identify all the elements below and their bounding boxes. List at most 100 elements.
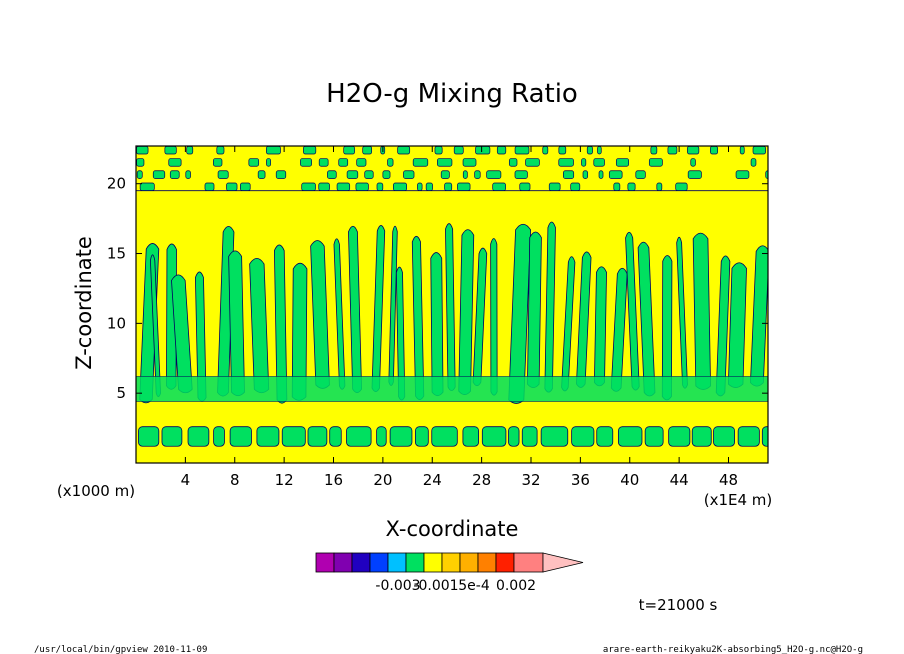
x-tick-label: 12: [275, 471, 294, 489]
upper-band-cell: [186, 146, 194, 155]
upper-band-cell: [336, 182, 351, 192]
surface-band-cell: [617, 426, 643, 447]
surface-band-cell: [668, 426, 691, 447]
upper-band-cell: [635, 170, 646, 179]
surface-band-cell: [713, 426, 735, 447]
y-axis: 5 10 15 20: [107, 175, 768, 402]
plume: [508, 223, 532, 404]
upper-band-cell: [570, 182, 581, 192]
surface-band-cell: [431, 426, 458, 447]
colorbar-swatch: [495, 552, 515, 573]
upper-band-cell: [168, 158, 182, 167]
upper-band-cell: [437, 158, 453, 167]
upper-band-cell: [687, 170, 702, 179]
colorbar-swatch: [405, 552, 425, 573]
upper-band-cell: [492, 182, 506, 192]
upper-band-cell: [216, 146, 225, 155]
colorbar: -0.003-0.001 5e-4 0.002: [315, 552, 584, 594]
x-tick-label: 20: [373, 471, 392, 489]
upper-band-cell: [136, 158, 145, 167]
upper-band-cell: [164, 146, 177, 155]
upper-band-cell: [356, 158, 367, 167]
upper-band-cell: [139, 182, 155, 192]
surface-band-cell: [571, 426, 595, 447]
upper-band-cell: [558, 158, 574, 167]
surface-band-cell: [138, 426, 160, 447]
upper-band-cell: [548, 182, 561, 192]
upper-band-cell: [525, 158, 540, 167]
upper-band-cell: [462, 158, 477, 167]
surface-band-cell: [376, 426, 387, 447]
colorbar-swatch: [387, 552, 407, 573]
x-tick-label: 48: [719, 471, 738, 489]
upper-band-cell: [226, 182, 238, 192]
upper-band-cell: [343, 146, 355, 155]
x-axis-label: X-coordinate: [386, 517, 519, 541]
upper-band-cell: [417, 182, 423, 192]
upper-band-cell: [558, 146, 567, 155]
colorbar-swatch: [333, 552, 353, 573]
upper-band-cell: [318, 182, 330, 192]
upper-band-cell: [248, 158, 260, 167]
surface-band-cell: [346, 426, 372, 447]
surface-band-cell: [256, 426, 280, 447]
y-tick-label: 20: [107, 175, 126, 193]
surface-band-cell: [644, 426, 664, 447]
upper-band-cell: [735, 170, 750, 179]
upper-band-cell: [355, 182, 369, 192]
upper-band-cell: [275, 170, 287, 179]
upper-band-cell: [213, 158, 223, 167]
colorbar-swatch: [513, 552, 544, 573]
upper-band-cell: [239, 182, 251, 192]
surface-band-cell: [161, 426, 183, 447]
upper-band-cell: [496, 146, 507, 155]
upper-band-cell: [453, 146, 464, 155]
upper-band-cell: [597, 146, 602, 155]
upper-band-cell: [397, 146, 411, 155]
colorbar-tick-label: -0.001: [413, 578, 458, 594]
field-features: [136, 146, 768, 447]
upper-band-cell: [364, 170, 374, 179]
upper-band-cell: [598, 170, 604, 179]
upper-band-cell: [462, 170, 468, 179]
upper-band-cell: [514, 170, 528, 179]
upper-band-cell: [338, 158, 349, 167]
x-tick-label: 28: [472, 471, 491, 489]
upper-band-cell: [514, 146, 530, 155]
upper-band-cell: [136, 146, 149, 155]
upper-band-cell: [667, 146, 678, 155]
surface-band-cell: [329, 426, 342, 447]
upper-band-cell: [675, 182, 688, 192]
surface-band-cell: [213, 426, 225, 447]
upper-band-cell: [444, 182, 453, 192]
plume: [527, 231, 542, 389]
colorbar-extend-arrow: [542, 552, 584, 573]
upper-band-cell: [765, 170, 768, 179]
upper-band-cell: [152, 170, 166, 179]
upper-band-cell: [581, 158, 587, 167]
surface-band-cell: [508, 426, 520, 447]
plume: [593, 266, 607, 387]
plume: [273, 244, 288, 404]
upper-band-cell: [519, 182, 531, 192]
upper-band-cell: [750, 158, 757, 167]
upper-band-cell: [412, 158, 429, 167]
surface-band-cell: [596, 426, 614, 447]
upper-band-cell: [650, 146, 658, 155]
x-tick-label: 36: [571, 471, 590, 489]
surface-band-cell: [691, 426, 712, 447]
upper-band-cell: [508, 158, 518, 167]
upper-band-cell: [346, 170, 359, 179]
chart-title: H2O-g Mixing Ratio: [326, 79, 578, 109]
upper-band-cell: [434, 146, 443, 155]
plume: [228, 250, 245, 397]
surface-band-cell: [229, 426, 252, 447]
plume: [430, 252, 444, 397]
upper-band-cell: [542, 146, 549, 155]
x-tick-label: 24: [423, 471, 442, 489]
upper-band-cell: [393, 182, 408, 192]
upper-band-cell: [613, 182, 621, 192]
colorbar-swatch: [441, 552, 461, 573]
y-tick-label: 5: [116, 384, 126, 402]
upper-band-cell: [475, 146, 491, 155]
